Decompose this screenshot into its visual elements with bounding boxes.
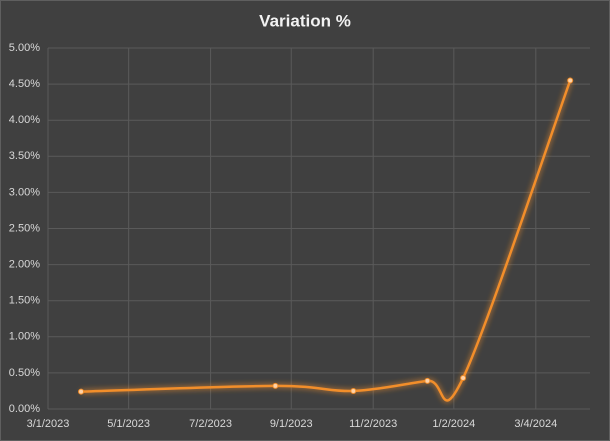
chart-title: Variation % bbox=[259, 11, 351, 30]
x-tick-label: 7/2/2023 bbox=[189, 418, 232, 430]
y-tick-label: 5.00% bbox=[9, 42, 40, 54]
y-tick-label: 3.00% bbox=[9, 186, 40, 198]
data-point bbox=[567, 77, 574, 84]
y-tick-label: 2.50% bbox=[9, 222, 40, 234]
y-tick-label: 1.50% bbox=[9, 295, 40, 307]
x-tick-label: 9/1/2023 bbox=[270, 418, 313, 430]
x-tick-label: 3/1/2023 bbox=[27, 418, 70, 430]
y-tick-label: 2.00% bbox=[9, 259, 40, 271]
x-tick-label: 3/4/2024 bbox=[514, 418, 557, 430]
data-point bbox=[460, 374, 467, 381]
data-point bbox=[424, 377, 431, 384]
data-point bbox=[272, 382, 279, 389]
y-tick-label: 0.50% bbox=[9, 367, 40, 379]
data-line bbox=[81, 80, 572, 402]
y-tick-label: 1.00% bbox=[9, 331, 40, 343]
y-tick-label: 4.00% bbox=[9, 114, 40, 126]
data-point bbox=[78, 388, 85, 395]
y-tick-label: 3.50% bbox=[9, 150, 40, 162]
data-point bbox=[350, 387, 357, 394]
x-tick-label: 11/2/2023 bbox=[349, 418, 397, 430]
y-tick-label: 4.50% bbox=[9, 78, 40, 90]
y-tick-label: 0.00% bbox=[9, 403, 40, 415]
x-tick-label: 5/1/2023 bbox=[107, 418, 150, 430]
x-tick-label: 1/2/2024 bbox=[432, 418, 475, 430]
